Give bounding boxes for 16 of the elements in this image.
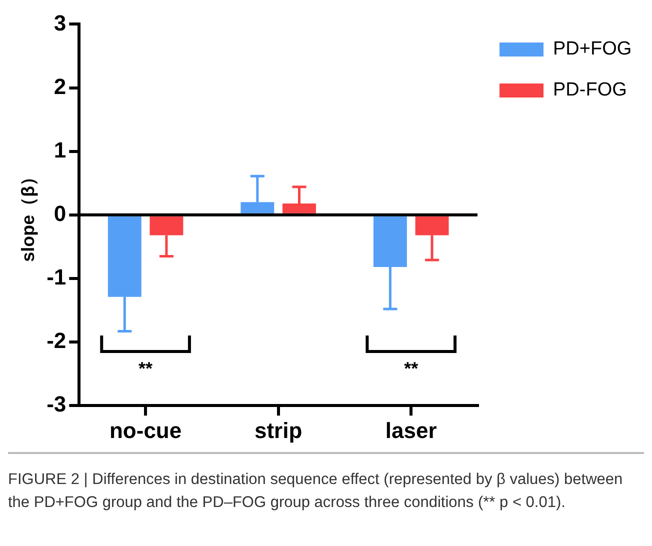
y-tick-label: -3 (46, 392, 66, 417)
annotation: ** (138, 358, 153, 378)
y-tick-label: 2 (54, 74, 66, 99)
legend-label: PD+FOG (553, 38, 632, 60)
y-axis-title: slope（β） (18, 168, 38, 262)
y-tick-label: 0 (54, 200, 66, 226)
y-tick-label: -2 (46, 328, 66, 354)
y-tick-label: -1 (46, 264, 66, 290)
x-tick-label: strip (254, 418, 302, 443)
x-tick-label: laser (385, 418, 438, 443)
y-tick-label: 3 (54, 10, 66, 36)
caption: FIGURE 2 | Differences in destination sequence effect (represented by β values) between the PD+FOG group and the PD–FOG group across three conditions (** p < 0.01). (8, 470, 624, 513)
x-tick-label: no-cue (109, 418, 182, 443)
y-tick-label: 1 (54, 137, 66, 162)
annotation: ** (404, 358, 418, 378)
legend-label: PD-FOG (553, 80, 627, 101)
